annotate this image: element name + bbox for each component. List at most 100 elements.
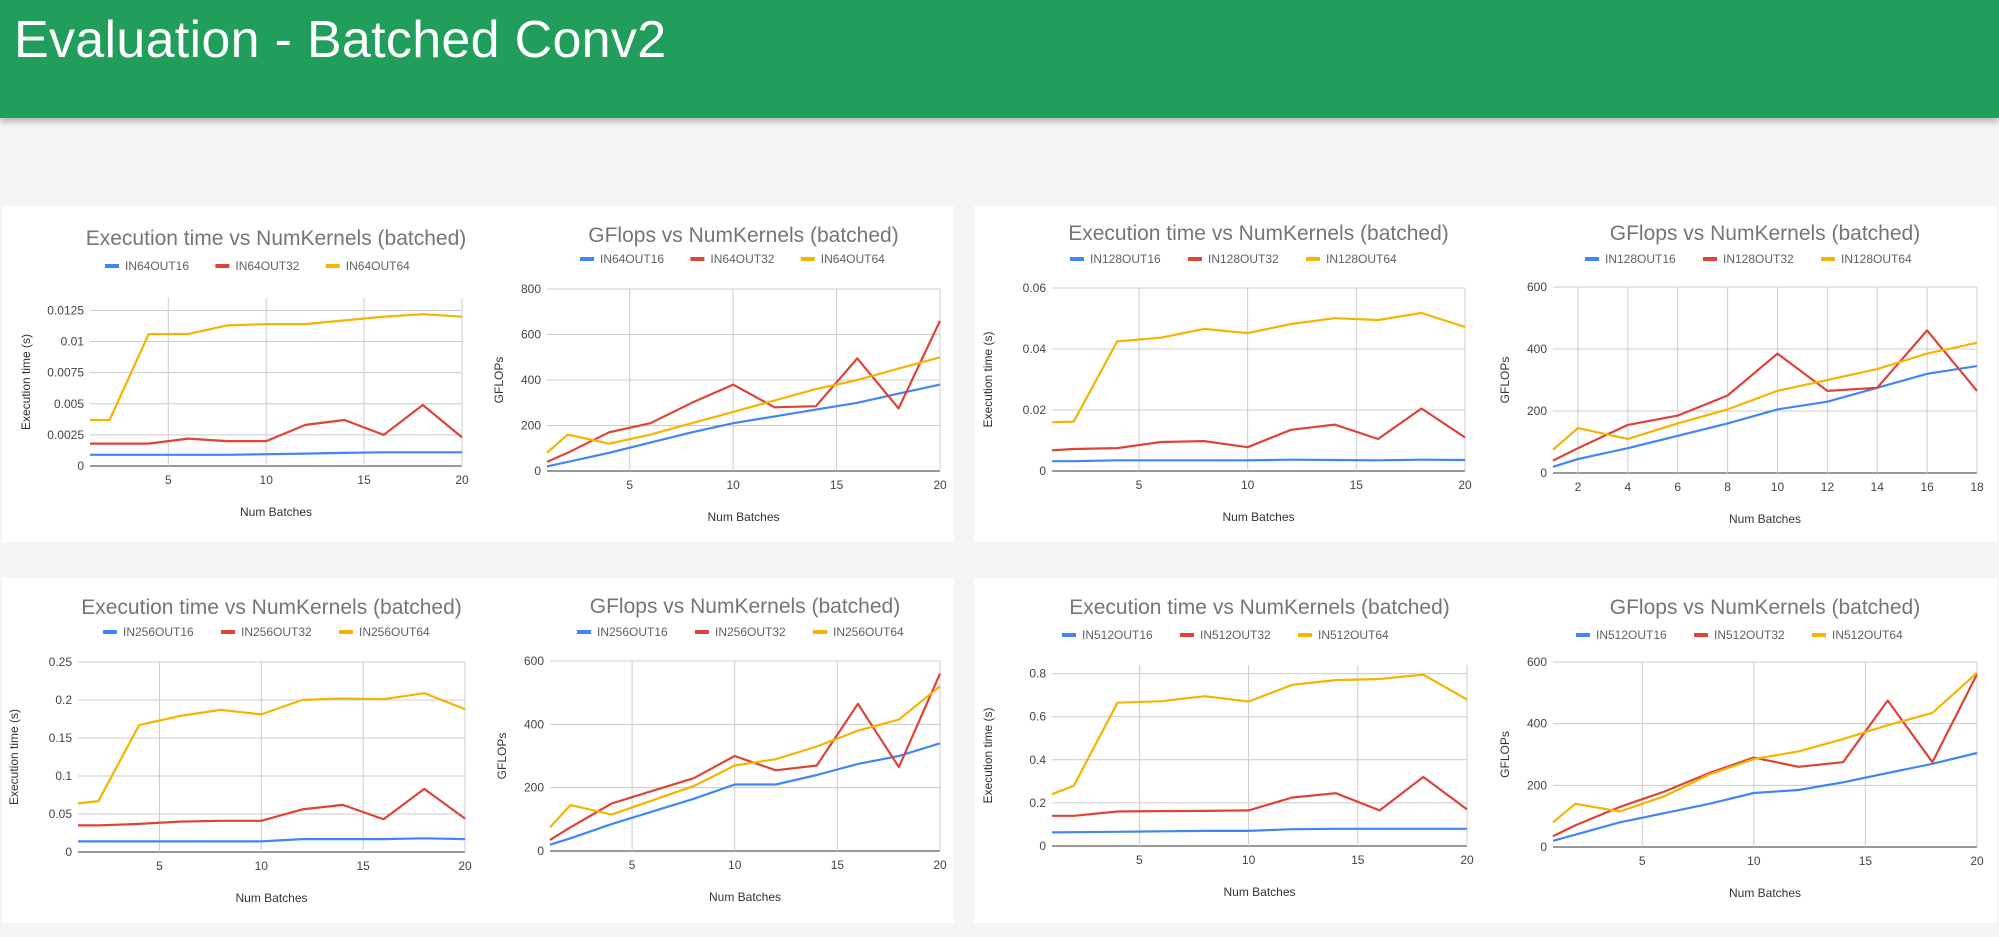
chart4-y-tick-label: 600 — [1527, 280, 1547, 294]
chart4-y-tick-label: 200 — [1527, 404, 1547, 418]
chart2-y-tick-label: 400 — [521, 373, 541, 387]
chart7-title: Execution time vs NumKernels (batched) — [1069, 596, 1450, 619]
chart2-series-line-in64out32 — [546, 320, 941, 463]
chart3-title: Execution time vs NumKernels (batched) — [1068, 222, 1449, 245]
chart-panel-in128 — [974, 206, 1997, 542]
chart8-x-tick-label: 5 — [1639, 854, 1646, 868]
chart5-x-tick-label: 5 — [156, 859, 163, 873]
chart4-x-tick-label: 8 — [1724, 480, 1731, 494]
chart6-x-tick-label: 20 — [933, 858, 947, 872]
chart8-legend-label-1: IN512OUT16 — [1596, 628, 1667, 642]
chart3-series-line-in128out16 — [1052, 458, 1466, 463]
chart4-y-tick-label: 0 — [1540, 466, 1547, 480]
chart6-y-tick-label: 200 — [524, 781, 544, 795]
chart7-series-line-in512out16 — [1051, 827, 1467, 834]
chart6-y-tick-label: 0 — [537, 844, 544, 858]
chart5-series-line-in256out64 — [77, 692, 466, 805]
chart4-legend-label-3: IN128OUT64 — [1841, 252, 1912, 266]
chart1-y-tick-label: 0.005 — [54, 397, 84, 411]
chart8-x-tick-label: 15 — [1859, 854, 1873, 868]
chart8-y-tick-label: 400 — [1527, 717, 1547, 731]
chart5-legend-label-2: IN256OUT32 — [241, 625, 312, 639]
chart1-x-tick-label: 5 — [165, 473, 172, 487]
chart7-x-axis-label: Num Batches — [1223, 885, 1295, 899]
chart7-legend-label-1: IN512OUT16 — [1082, 628, 1153, 642]
chart2-y-tick-label: 0 — [534, 464, 541, 478]
chart8-x-axis-label: Num Batches — [1729, 886, 1801, 900]
chart6-x-tick-label: 5 — [629, 858, 636, 872]
chart3-series-line-in128out64 — [1051, 311, 1466, 424]
chart6-x-tick-label: 15 — [831, 858, 845, 872]
chart3-x-tick-label: 15 — [1350, 478, 1364, 492]
chart2-x-tick-label: 15 — [830, 478, 844, 492]
chart7-y-tick-label: 0 — [1039, 839, 1046, 853]
chart1-legend-label-1: IN64OUT16 — [125, 259, 189, 273]
chart1-series-line-in64out64 — [90, 313, 463, 422]
header-bar: Evaluation - Batched Conv2 — [0, 0, 1999, 118]
chart4-x-tick-label: 2 — [1575, 480, 1582, 494]
chart5-y-tick-label: 0.25 — [49, 655, 73, 669]
chart1-x-tick-label: 15 — [357, 473, 371, 487]
chart7-y-tick-label: 0.8 — [1029, 667, 1046, 681]
chart7-y-axis-label: Execution time (s) — [981, 707, 995, 803]
chart-panel-in64 — [2, 206, 954, 542]
chart1-series-line-in64out32 — [90, 403, 463, 445]
chart1-y-axis-label: Execution time (s) — [19, 334, 33, 430]
chart8-series-line-in512out64 — [1552, 671, 1978, 824]
chart7-x-tick-label: 5 — [1136, 853, 1143, 867]
chart4-x-tick-label: 14 — [1871, 480, 1885, 494]
chart1-y-tick-label: 0 — [77, 459, 84, 473]
chart5-y-tick-label: 0 — [65, 845, 72, 859]
chart1-y-tick-label: 0.0075 — [47, 366, 84, 380]
chart6-y-tick-label: 600 — [524, 654, 544, 668]
chart2-title: GFlops vs NumKernels (batched) — [588, 224, 898, 247]
chart7-legend-label-2: IN512OUT32 — [1200, 628, 1271, 642]
chart7-series-line-in512out32 — [1052, 775, 1468, 817]
chart4-x-tick-label: 4 — [1624, 480, 1631, 494]
chart4-x-tick-label: 10 — [1771, 480, 1785, 494]
chart8-x-tick-label: 10 — [1747, 854, 1761, 868]
chart4-series-line-in128out64 — [1552, 341, 1978, 451]
chart5-y-tick-label: 0.05 — [49, 807, 73, 821]
chart6-series-line-in256out64 — [549, 685, 941, 829]
chart8-y-tick-label: 200 — [1527, 778, 1547, 792]
chart5-x-tick-label: 15 — [356, 859, 370, 873]
chart4-x-tick-label: 6 — [1674, 480, 1681, 494]
chart3-x-tick-label: 20 — [1458, 478, 1472, 492]
chart5-legend-label-1: IN256OUT16 — [123, 625, 194, 639]
chart5-y-axis-label: Execution time (s) — [7, 709, 21, 805]
chart8-y-tick-label: 600 — [1527, 655, 1547, 669]
chart3-y-tick-label: 0 — [1039, 464, 1046, 478]
chart7-x-tick-label: 10 — [1242, 853, 1256, 867]
chart8-legend-label-3: IN512OUT64 — [1832, 628, 1903, 642]
chart-panel-in512 — [974, 578, 1997, 923]
chart1-x-axis-label: Num Batches — [240, 505, 312, 519]
chart4-series-line-in128out32 — [1552, 329, 1978, 462]
chart6-series-line-in256out16 — [549, 742, 941, 846]
chart2-series-line-in64out16 — [546, 383, 941, 468]
chart6-legend-label-2: IN256OUT32 — [715, 625, 786, 639]
chart8-y-tick-label: 0 — [1540, 840, 1547, 854]
chart3-y-tick-label: 0.06 — [1023, 281, 1047, 295]
chart8-x-tick-label: 20 — [1970, 854, 1984, 868]
chart2-series-line-in64out64 — [546, 356, 941, 454]
chart3-legend-label-2: IN128OUT32 — [1208, 252, 1279, 266]
chart3-legend-label-3: IN128OUT64 — [1326, 252, 1397, 266]
chart1-title: Execution time vs NumKernels (batched) — [86, 227, 467, 250]
chart8-series-line-in512out16 — [1552, 751, 1978, 842]
chart2-y-axis-label: GFLOPs — [492, 357, 506, 404]
chart8-title: GFlops vs NumKernels (batched) — [1610, 596, 1920, 619]
chart4-series-line-in128out16 — [1552, 365, 1978, 468]
chart5-legend-label-3: IN256OUT64 — [359, 625, 430, 639]
chart6-title: GFlops vs NumKernels (batched) — [590, 595, 900, 618]
chart4-x-axis-label: Num Batches — [1729, 512, 1801, 526]
chart1-legend-label-2: IN64OUT32 — [235, 259, 299, 273]
chart1-y-tick-label: 0.01 — [61, 335, 85, 349]
chart5-y-tick-label: 0.2 — [55, 693, 72, 707]
chart2-legend-label-1: IN64OUT16 — [600, 252, 664, 266]
chart5-title: Execution time vs NumKernels (batched) — [81, 596, 462, 619]
chart1-x-tick-label: 20 — [455, 473, 469, 487]
chart5-series-line-in256out32 — [78, 787, 466, 827]
chart6-x-tick-label: 10 — [728, 858, 742, 872]
